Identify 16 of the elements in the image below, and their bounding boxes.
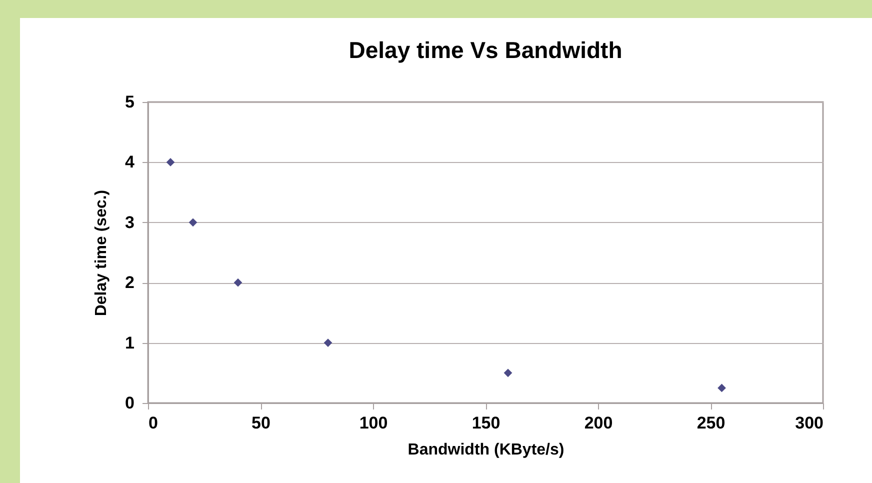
y-tick-label: 5 [125,92,134,112]
x-tick-label: 250 [696,414,726,432]
y-tick-label: 2 [125,273,134,292]
x-tick-label: 200 [584,414,613,432]
y-axis-title: Delay time (sec.) [93,190,110,316]
x-tick-label: 300 [795,414,824,432]
x-axis-title: Bandwidth (KByte/s) [408,442,564,458]
chart-title: Delay time Vs Bandwidth [348,37,622,63]
y-tick-label: 0 [125,394,134,412]
x-tick-label: 0 [148,414,158,432]
y-tick-label: 4 [125,152,136,172]
x-tick-label: 50 [252,414,270,432]
x-tick-label: 100 [359,414,388,432]
x-tick-label: 150 [472,414,500,432]
y-tick-label: 1 [125,333,134,352]
y-tick-label: 3 [125,212,134,232]
